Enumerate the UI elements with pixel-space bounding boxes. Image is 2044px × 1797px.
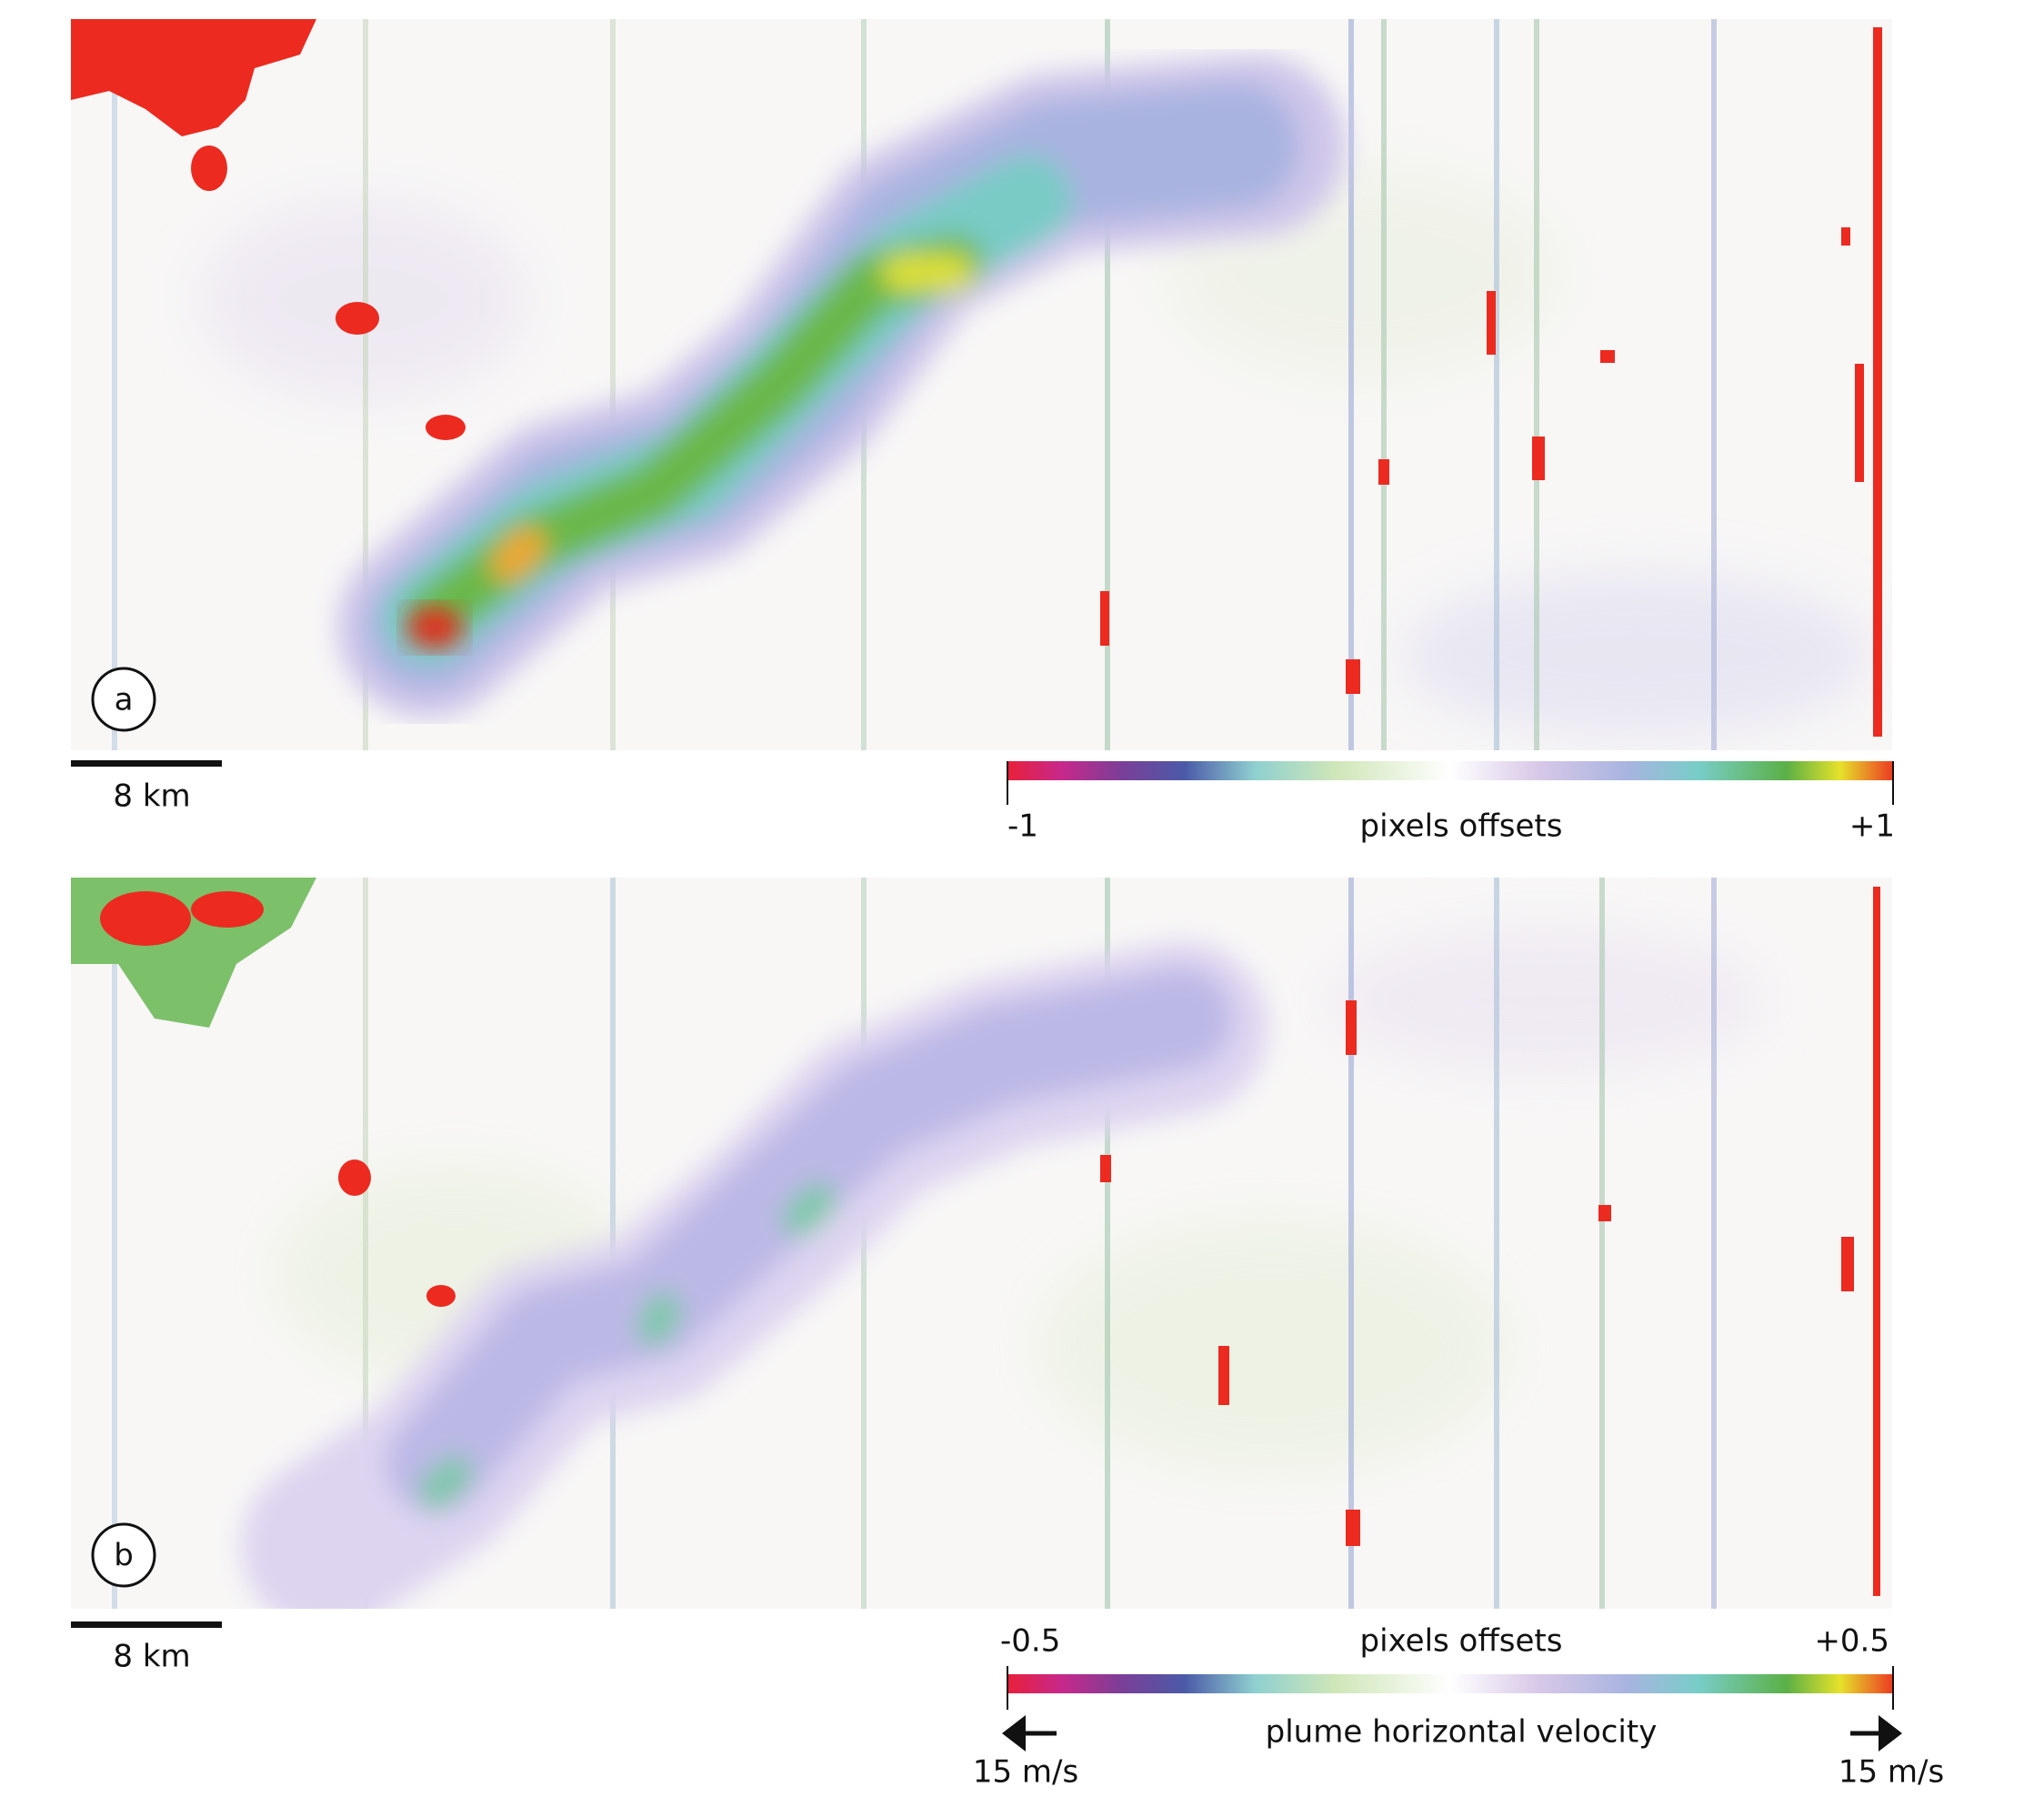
arrow-left (1002, 1715, 1057, 1752)
scale-label: 8 km (113, 1639, 190, 1675)
velocity-title: plume horizontal velocity (1266, 1714, 1658, 1751)
colorbar-max: +1 (1849, 808, 1895, 845)
panel-label: b (114, 1538, 134, 1574)
colorbar (1007, 761, 1893, 780)
colorbar-min: -1 (1007, 808, 1038, 845)
map-a: a (71, 19, 1892, 750)
colorbar-title: pixels offsets (1360, 808, 1563, 845)
page: {"panels": [ {"label": "a", "scale_bar":… (0, 0, 2044, 1793)
colorbar-min: -0.5 (1000, 1623, 1060, 1660)
colorbar-max: +0.5 (1814, 1623, 1889, 1660)
scale-bar (71, 760, 222, 767)
colorbar (1007, 1674, 1893, 1693)
scale-label: 8 km (113, 778, 190, 815)
arrow-right (1850, 1715, 1902, 1752)
map-b: b (71, 878, 1892, 1609)
panel-label: a (115, 682, 134, 718)
scale-bar (71, 1621, 222, 1628)
figure: a 8 km -1 pixels offsets +1 (0, 0, 2044, 1793)
left-speed: 15 m/s (973, 1754, 1078, 1791)
right-speed: 15 m/s (1839, 1754, 1944, 1791)
colorbar-title: pixels offsets (1360, 1623, 1563, 1660)
